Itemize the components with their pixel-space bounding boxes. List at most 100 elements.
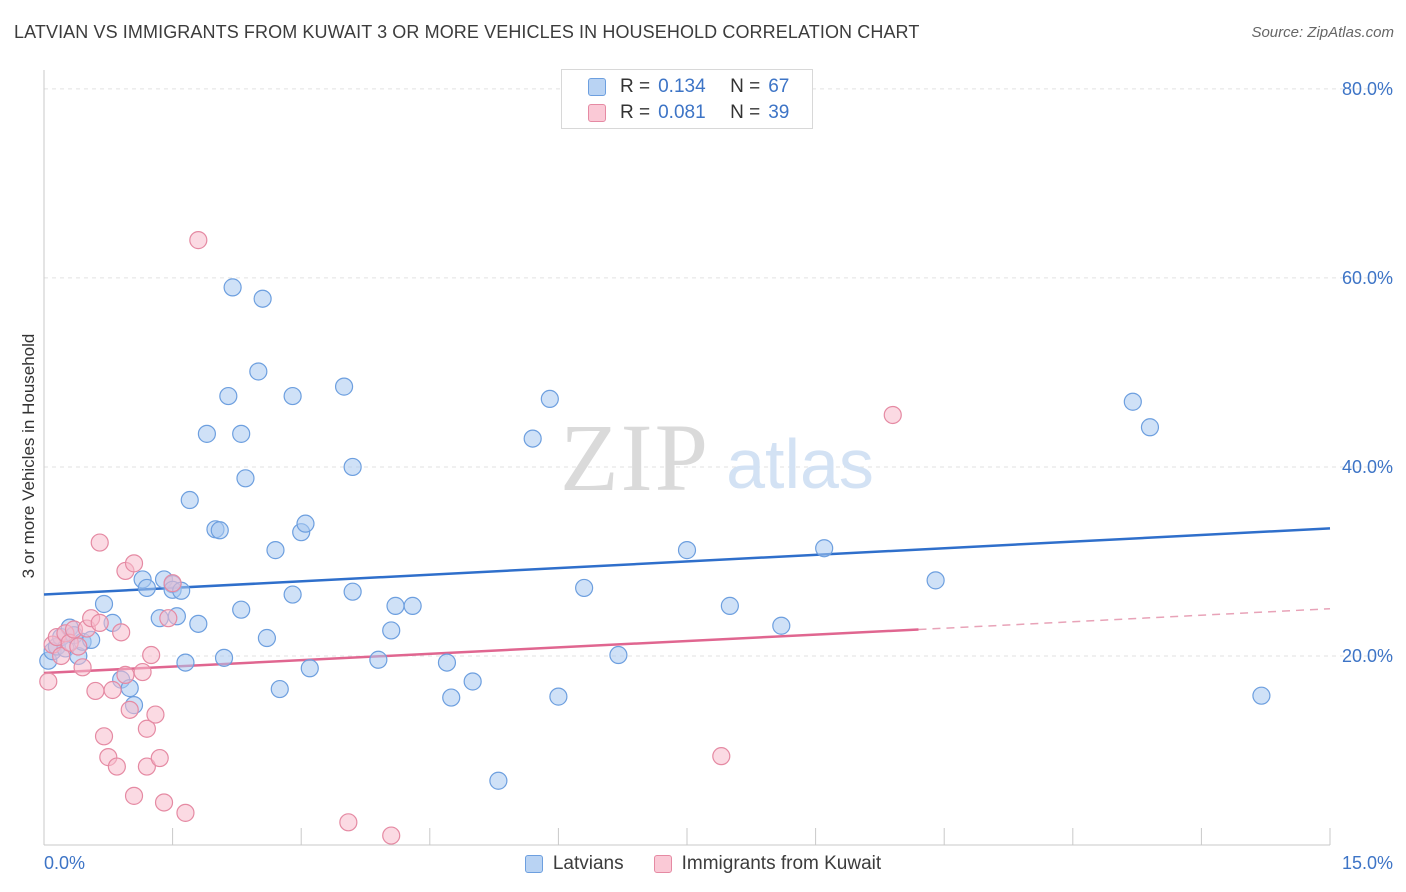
data-point <box>1123 392 1142 411</box>
data-point <box>137 757 156 776</box>
data-point <box>197 424 216 443</box>
chart-source: Source: ZipAtlas.com <box>1251 24 1394 41</box>
data-point <box>232 600 251 619</box>
chart-title: LATVIAN VS IMMIGRANTS FROM KUWAIT 3 OR M… <box>14 22 920 42</box>
n-value: 67 <box>768 76 790 97</box>
data-point <box>189 231 208 250</box>
legend-label: Immigrants from Kuwait <box>681 853 882 874</box>
data-point <box>69 637 88 656</box>
data-point <box>214 648 234 667</box>
data-point <box>369 650 388 669</box>
kuwait-swatch <box>588 104 606 122</box>
data-point <box>523 429 542 448</box>
data-point <box>73 658 92 677</box>
legend-item-latvians: Latvians <box>524 853 624 875</box>
r-value: 0.081 <box>658 102 706 123</box>
y-axis-label: 3 or more Vehicles in Household <box>19 334 38 579</box>
data-point <box>116 665 135 684</box>
data-point <box>253 289 272 308</box>
data-point <box>223 278 242 297</box>
stats-legend-row-kuwait: R = 0.081 N = 39 <box>588 100 789 126</box>
x-tick-label: 0.0% <box>44 853 85 873</box>
data-point <box>94 594 114 614</box>
r-label: R = <box>620 76 651 97</box>
data-point <box>103 680 122 700</box>
data-point <box>180 490 199 510</box>
kuwait-legend-swatch <box>653 855 672 873</box>
trend-line <box>43 527 1331 596</box>
tick-labels: 20.0% 40.0% 60.0% 80.0% 0.0% 15.0% <box>44 79 1393 873</box>
data-point <box>677 541 697 560</box>
data-point <box>257 628 277 648</box>
data-point <box>609 645 628 665</box>
data-point <box>382 826 401 845</box>
data-point <box>219 386 238 406</box>
y-tick-label: 80.0% <box>1342 79 1393 99</box>
data-point <box>163 574 182 593</box>
data-point <box>1252 686 1271 705</box>
data-point <box>112 623 131 642</box>
n-label: N = <box>730 102 761 123</box>
data-point <box>1140 418 1160 437</box>
data-point <box>133 662 152 682</box>
data-point <box>549 687 568 706</box>
data-point <box>90 533 109 552</box>
data-point <box>150 748 169 768</box>
data-point <box>575 578 594 598</box>
data-point <box>343 457 362 477</box>
data-point <box>236 469 255 488</box>
data-point <box>403 596 422 615</box>
data-point <box>926 571 945 590</box>
latvians-legend-swatch <box>524 855 543 873</box>
data-point <box>137 578 156 598</box>
x-tick-label: 15.0% <box>1342 853 1393 873</box>
data-point <box>772 616 791 635</box>
data-points <box>39 231 1271 845</box>
data-point <box>124 554 144 573</box>
data-point <box>266 541 285 560</box>
grid-lines <box>44 88 1392 657</box>
data-point <box>189 614 208 633</box>
axes <box>43 70 1331 846</box>
legend-item-kuwait: Immigrants from Kuwait <box>653 853 882 875</box>
data-point <box>52 646 71 666</box>
data-point <box>339 813 358 832</box>
data-point <box>343 582 362 601</box>
data-point <box>489 771 508 790</box>
trend-line-dashed <box>918 607 1331 631</box>
watermark-zip: ZIP <box>560 404 710 511</box>
legend-label: Latvians <box>552 853 624 874</box>
data-point <box>883 405 902 425</box>
data-point <box>382 621 401 640</box>
stats-legend-row-latvians: R = 0.134 N = 67 <box>588 74 789 100</box>
data-point <box>107 757 126 776</box>
data-point <box>146 705 165 724</box>
data-point <box>334 377 354 396</box>
data-point <box>720 596 739 615</box>
y-tick-label: 20.0% <box>1342 646 1393 666</box>
data-point <box>94 727 114 746</box>
y-tick-label: 40.0% <box>1342 457 1393 477</box>
data-point <box>176 653 195 672</box>
r-value: 0.134 <box>658 76 706 97</box>
watermark: ZIP atlas <box>560 404 874 511</box>
data-point <box>442 688 461 707</box>
data-point <box>154 793 174 812</box>
stats-legend: R = 0.134 N = 67 R = 0.081 N = 39 <box>561 69 813 129</box>
data-point <box>137 719 156 738</box>
data-point <box>296 514 315 533</box>
data-point <box>712 747 731 766</box>
data-point <box>124 786 144 805</box>
data-point <box>283 386 302 406</box>
data-point <box>159 609 178 628</box>
trend-line <box>43 628 919 675</box>
data-point <box>120 700 139 719</box>
data-point <box>232 424 251 443</box>
data-point <box>815 539 834 558</box>
data-point <box>386 596 405 615</box>
n-label: N = <box>730 76 761 97</box>
data-point <box>39 672 58 691</box>
latvians-swatch <box>588 78 606 96</box>
data-point <box>210 521 229 540</box>
